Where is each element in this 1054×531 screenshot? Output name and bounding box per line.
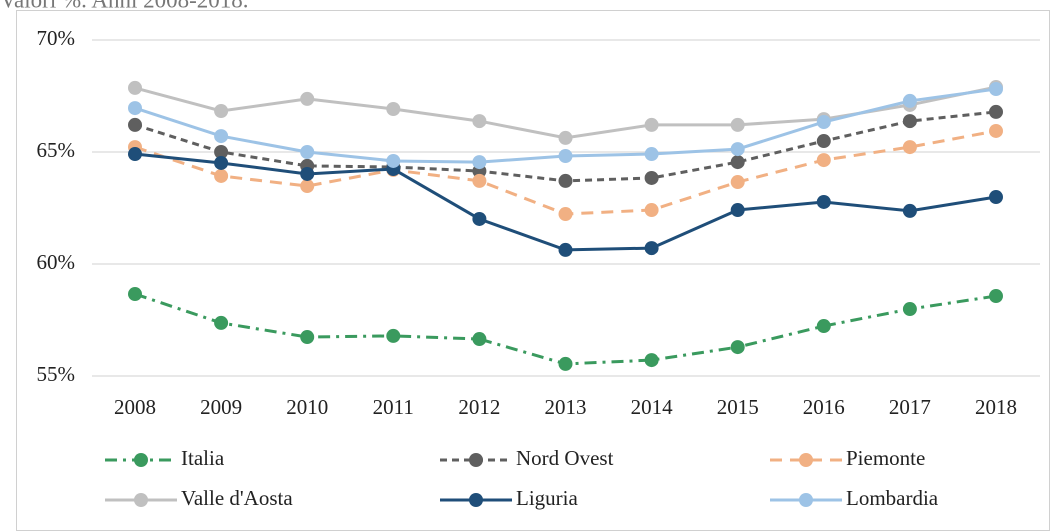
series-marker xyxy=(300,166,315,181)
legend-marker xyxy=(134,453,148,467)
series-marker xyxy=(902,93,917,108)
legend-marker xyxy=(799,493,813,507)
legend-label: Liguria xyxy=(516,486,578,510)
y-tick-label: 65% xyxy=(37,138,76,162)
legend-label: Nord Ovest xyxy=(516,446,614,470)
x-tick-label: 2012 xyxy=(458,395,500,419)
series-marker xyxy=(472,211,487,226)
series-marker xyxy=(644,353,659,368)
series-marker xyxy=(472,114,487,129)
series-marker xyxy=(989,190,1003,205)
series-marker xyxy=(128,287,142,302)
series-marker xyxy=(902,114,917,129)
series-marker xyxy=(558,130,573,145)
series-marker xyxy=(730,155,745,170)
series-marker xyxy=(128,80,142,95)
series-marker xyxy=(730,340,745,355)
series-marker xyxy=(644,203,659,218)
x-tick-label: 2014 xyxy=(631,395,674,419)
series-marker xyxy=(989,123,1003,138)
series-marker xyxy=(472,332,487,347)
legend-marker xyxy=(469,453,483,467)
x-tick-label: 2016 xyxy=(803,395,845,419)
series-marker xyxy=(730,142,745,157)
series-line xyxy=(134,110,997,183)
x-tick-label: 2018 xyxy=(975,395,1017,419)
series-marker xyxy=(128,101,142,116)
series-marker xyxy=(989,104,1003,119)
series-marker xyxy=(558,242,573,257)
legend-label: Piemonte xyxy=(846,446,925,470)
series-marker xyxy=(816,194,831,209)
series-marker xyxy=(128,147,142,162)
series-marker xyxy=(300,179,315,194)
series-marker xyxy=(128,117,142,132)
series-marker xyxy=(214,155,229,170)
series-marker xyxy=(730,117,745,132)
series-marker xyxy=(386,101,401,116)
series-marker xyxy=(644,117,659,132)
legend-marker xyxy=(134,493,148,507)
series-marker xyxy=(558,356,573,371)
series-marker xyxy=(558,173,573,188)
series-marker xyxy=(816,319,831,334)
series-marker xyxy=(644,147,659,162)
series-marker xyxy=(644,170,659,185)
series-marker xyxy=(300,330,315,345)
series-marker xyxy=(472,155,487,170)
series-marker xyxy=(902,140,917,155)
legend-marker xyxy=(469,493,483,507)
x-tick-label: 2011 xyxy=(373,395,414,419)
series-marker xyxy=(214,104,229,119)
series-marker xyxy=(214,168,229,183)
chart-title: Valori %. Anni 2008-2018. xyxy=(0,0,249,12)
series-marker xyxy=(730,175,745,190)
series-marker xyxy=(214,129,229,144)
x-tick-label: 2008 xyxy=(114,395,156,419)
series-marker xyxy=(902,203,917,218)
legend-label: Lombardia xyxy=(846,486,939,510)
y-tick-label: 60% xyxy=(37,250,76,274)
x-tick-label: 2017 xyxy=(889,395,931,419)
series-marker xyxy=(644,241,659,256)
series-marker xyxy=(989,289,1003,304)
series-marker xyxy=(558,207,573,222)
legend-marker xyxy=(799,453,813,467)
x-tick-label: 2010 xyxy=(286,395,328,419)
series-marker xyxy=(558,149,573,164)
y-tick-label: 70% xyxy=(37,26,76,50)
x-tick-label: 2013 xyxy=(545,395,587,419)
series-marker xyxy=(472,173,487,188)
y-tick-label: 55% xyxy=(37,362,76,386)
legend-label: Italia xyxy=(181,446,225,470)
series-marker xyxy=(300,91,315,106)
series-line xyxy=(134,152,997,252)
x-tick-label: 2015 xyxy=(717,395,759,419)
series-marker xyxy=(902,302,917,317)
series-marker xyxy=(816,114,831,129)
series-marker xyxy=(214,145,229,159)
x-tick-label: 2009 xyxy=(200,395,242,419)
series-marker xyxy=(386,153,401,168)
series-marker xyxy=(816,153,831,168)
series-marker xyxy=(989,82,1003,97)
series-marker xyxy=(730,203,745,218)
series-marker xyxy=(300,145,315,159)
legend-label: Valle d'Aosta xyxy=(181,486,293,510)
series-marker xyxy=(386,328,401,343)
series-marker xyxy=(214,315,229,330)
series-marker xyxy=(816,134,831,149)
series-line xyxy=(134,292,997,366)
